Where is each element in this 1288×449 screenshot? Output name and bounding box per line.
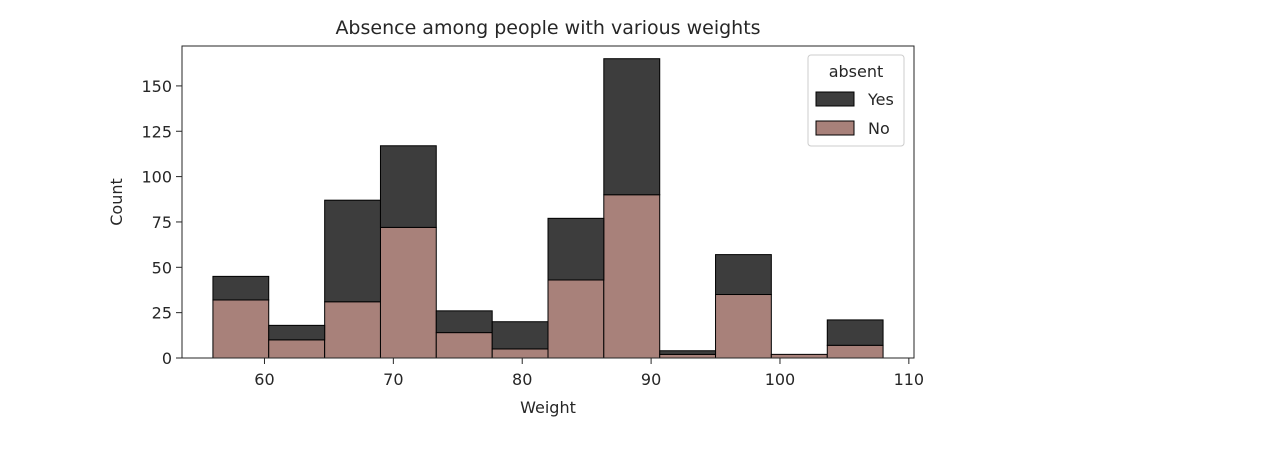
bar-no-10 (770, 353, 828, 359)
bar-yes-11 (826, 319, 884, 346)
legend-title: absent (829, 62, 884, 81)
bar-no-5 (491, 348, 549, 359)
bar-no-9 (715, 294, 772, 359)
bar-no-2 (324, 301, 381, 359)
bars-group (212, 58, 884, 359)
x-tick-label: 100 (765, 370, 796, 389)
x-axis-label: Weight (520, 398, 576, 417)
y-axis-ticks: 0 25 50 75 100 125 150 (141, 77, 182, 368)
x-tick-label: 60 (254, 370, 274, 389)
bar-yes-0 (212, 275, 270, 301)
y-tick-label: 50 (152, 258, 172, 277)
legend-swatch-no (815, 120, 855, 136)
bar-no-11 (826, 344, 884, 359)
x-axis-ticks: 60 70 80 90 100 110 (254, 358, 924, 389)
bar-no-0 (212, 299, 270, 359)
bar-yes-1 (268, 324, 326, 341)
x-tick-label: 110 (894, 370, 925, 389)
bar-yes-4 (435, 310, 493, 334)
y-tick-label: 125 (141, 122, 172, 141)
y-tick-label: 100 (141, 168, 172, 187)
bar-no-7 (603, 194, 661, 359)
bar-yes-6 (547, 217, 605, 281)
bar-no-1 (268, 339, 326, 359)
legend: absent Yes No (807, 54, 905, 147)
x-tick-label: 90 (641, 370, 661, 389)
legend-label-no: No (868, 119, 890, 138)
bar-yes-3 (379, 145, 437, 228)
y-tick-label: 75 (152, 213, 172, 232)
x-tick-label: 70 (383, 370, 403, 389)
legend-swatch-yes (815, 91, 855, 107)
plot-frame (181, 45, 915, 359)
bar-no-8 (659, 353, 717, 359)
bar-yes-5 (491, 321, 549, 350)
y-axis-label: Count (107, 178, 126, 226)
legend-label-yes: Yes (867, 90, 894, 109)
bar-yes-9 (715, 254, 772, 296)
y-tick-label: 150 (141, 77, 172, 96)
chart-title: Absence among people with various weight… (335, 17, 760, 39)
bar-no-3 (379, 226, 437, 359)
bar-yes-7 (603, 58, 661, 196)
bar-yes-8 (659, 350, 717, 355)
y-tick-label: 25 (152, 304, 172, 323)
bar-no-6 (547, 279, 605, 359)
y-tick-label: 0 (162, 349, 172, 368)
bar-yes-2 (324, 199, 381, 303)
x-tick-label: 80 (512, 370, 532, 389)
bar-no-4 (435, 332, 493, 359)
